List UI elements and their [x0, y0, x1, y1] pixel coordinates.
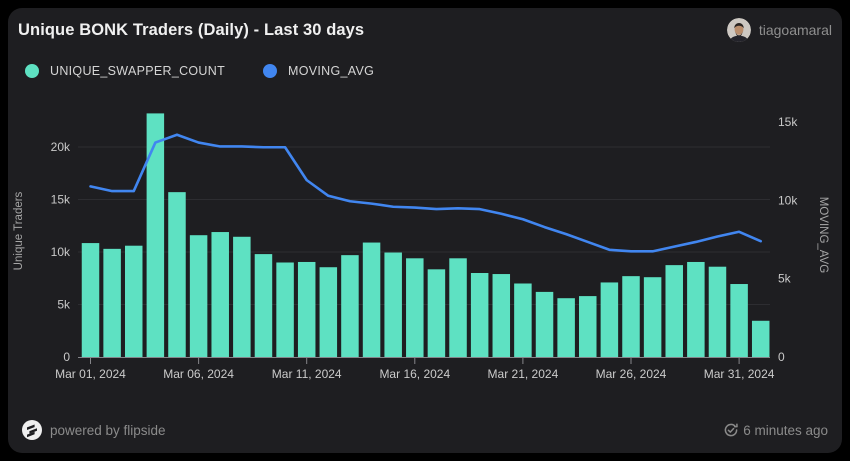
legend-item-moving-avg[interactable]: MOVING_AVG	[263, 64, 374, 78]
avatar-photo-icon	[726, 18, 751, 42]
y-axis-tick-label-left: 15k	[51, 193, 71, 207]
flipside-logo-icon	[22, 420, 42, 440]
bar[interactable]	[557, 298, 575, 357]
bar[interactable]	[384, 252, 402, 357]
x-axis-tick-label: Mar 16, 2024	[379, 367, 450, 381]
y-axis-tick-label-right: 0	[778, 350, 785, 364]
bar[interactable]	[579, 296, 597, 357]
refresh-check-icon	[724, 423, 738, 437]
legend-swatch-icon	[25, 64, 39, 78]
bar[interactable]	[233, 236, 251, 357]
page-title: Unique BONK Traders (Daily) - Last 30 da…	[18, 21, 365, 39]
avatar[interactable]	[726, 18, 751, 42]
bar[interactable]	[751, 320, 770, 357]
refresh-status[interactable]: 6 minutes ago	[723, 422, 828, 438]
bar[interactable]	[319, 267, 338, 357]
bar[interactable]	[492, 274, 511, 357]
y-axis-tick-label-left: 20k	[51, 140, 71, 154]
y-axis-title-left: Unique Traders	[13, 191, 25, 270]
x-axis-tick-label: Mar 21, 2024	[488, 367, 559, 381]
bar[interactable]	[146, 113, 165, 358]
updated-ago-label: 6 minutes ago	[743, 422, 828, 438]
bar[interactable]	[535, 291, 554, 357]
bar[interactable]	[341, 255, 359, 357]
y-axis-title-right: MOVING_AVG	[817, 197, 829, 274]
y-axis-tick-label-right: 5k	[778, 272, 792, 286]
x-axis-tick-label: Mar 11, 2024	[272, 367, 342, 381]
bar[interactable]	[730, 284, 748, 357]
powered-by-label: powered by flipside	[50, 422, 166, 438]
legend-label: UNIQUE_SWAPPER_COUNT	[50, 64, 226, 78]
bar[interactable]	[168, 192, 186, 357]
user-profile[interactable]: tiagoamaral	[726, 18, 832, 42]
bar[interactable]	[622, 276, 640, 357]
bar[interactable]	[297, 261, 316, 357]
legend-item-unique-swapper-count[interactable]: UNIQUE_SWAPPER_COUNT	[25, 64, 225, 78]
moving-avg-line[interactable]	[89, 133, 763, 253]
bar[interactable]	[687, 261, 705, 357]
legend-swatch-icon	[263, 64, 278, 78]
legend: UNIQUE_SWAPPER_COUNT MOVING_AVG	[25, 64, 374, 78]
bar[interactable]	[427, 269, 446, 357]
x-axis-tick-label: Mar 31, 2024	[704, 367, 775, 381]
bar[interactable]	[665, 265, 683, 357]
x-axis-tick-label: Mar 06, 2024	[163, 367, 234, 381]
bar[interactable]	[708, 266, 727, 357]
bar[interactable]	[211, 232, 229, 357]
x-axis-tick-label: Mar 01, 2024	[55, 367, 126, 381]
bar[interactable]	[189, 235, 208, 357]
y-axis-tick-label-left: 5k	[57, 298, 71, 312]
y-axis-tick-label-left: 10k	[51, 245, 71, 259]
y-axis-tick-label-left: 0	[63, 350, 70, 364]
username: tiagoamaral	[758, 22, 832, 38]
bar[interactable]	[514, 283, 532, 358]
bar[interactable]	[643, 277, 662, 357]
card-footer: powered by flipside 6 minutes ago	[8, 407, 842, 453]
bar[interactable]	[600, 282, 619, 357]
bar[interactable]	[276, 262, 294, 358]
bar[interactable]	[362, 242, 381, 357]
bar[interactable]	[449, 258, 467, 357]
bar[interactable]	[124, 245, 143, 357]
legend-label: MOVING_AVG	[288, 64, 375, 78]
bar[interactable]	[103, 248, 121, 357]
bar[interactable]	[470, 273, 489, 357]
bar[interactable]	[406, 258, 424, 357]
chart-card: Unique BONK Traders (Daily) - Last 30 da…	[8, 8, 842, 453]
chart-canvas[interactable]: 0 5k 10k 15k 20k 0 5k 10k 15k Mar 01, 2024 Mar 06,…	[8, 8, 842, 453]
bar[interactable]	[81, 243, 100, 357]
powered-by-flipside-link[interactable]: powered by flipside	[22, 420, 166, 440]
x-axis-tick-label: Mar 26, 2024	[596, 367, 667, 381]
y-axis-tick-label-right: 10k	[778, 193, 798, 207]
y-axis-tick-label-right: 15k	[778, 115, 798, 129]
bar[interactable]	[254, 254, 273, 357]
